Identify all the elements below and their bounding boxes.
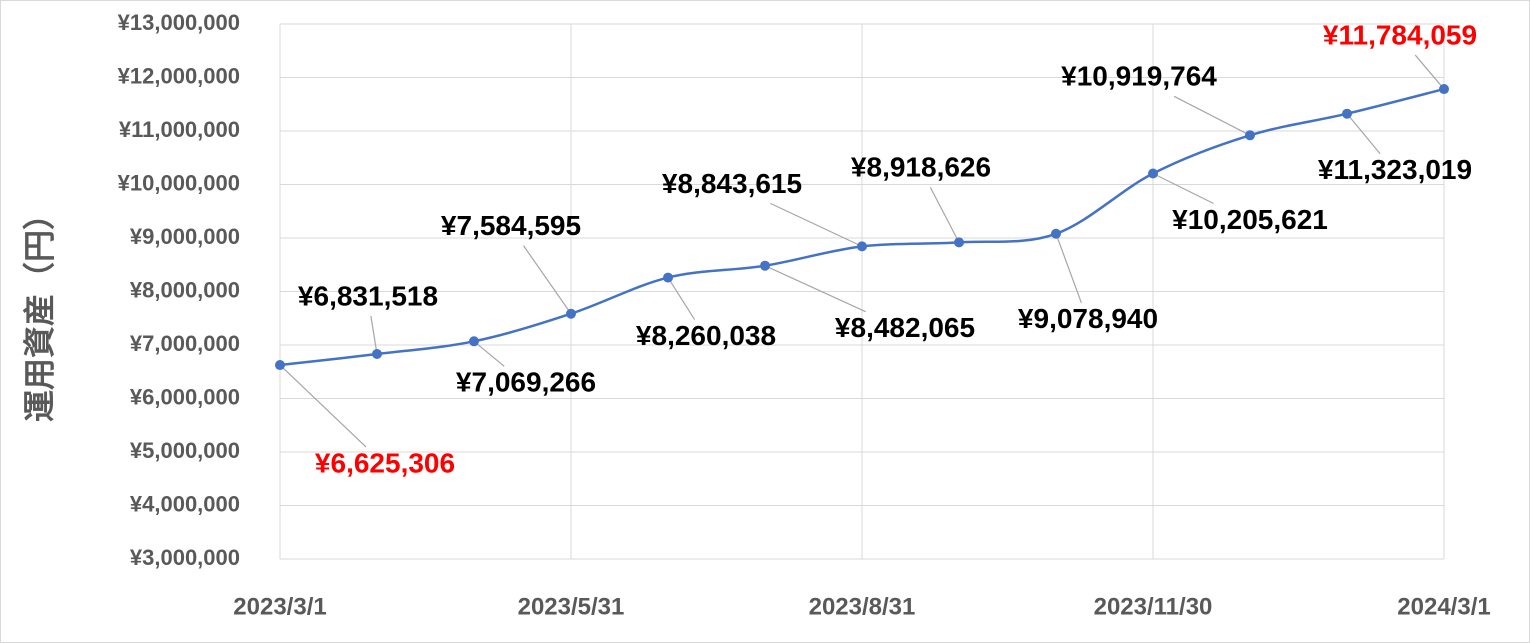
leader-line	[1173, 95, 1251, 136]
x-tick-label: 2023/3/1	[233, 593, 326, 620]
y-tick-label: ¥11,000,000	[119, 117, 240, 142]
data-label: ¥11,323,019	[1318, 154, 1472, 185]
data-label: ¥6,831,518	[298, 280, 438, 311]
x-tick-label: 2023/8/31	[809, 593, 916, 620]
leader-line	[1152, 172, 1214, 205]
data-point	[469, 336, 479, 347]
data-label: ¥8,482,065	[835, 312, 975, 343]
leader-line	[370, 315, 378, 355]
data-point	[1245, 130, 1255, 141]
leader-line	[1346, 113, 1381, 155]
leader-line	[764, 265, 866, 313]
y-axis-title: 運用資産（円）	[21, 198, 57, 422]
data-label: ¥10,919,764	[1061, 61, 1217, 92]
data-label: ¥9,078,940	[1018, 303, 1158, 334]
y-tick-label: ¥7,000,000	[130, 331, 240, 356]
data-point	[1439, 84, 1449, 95]
data-point	[663, 272, 673, 283]
data-point	[566, 308, 576, 319]
data-label: ¥11,784,059	[1323, 19, 1477, 50]
data-label: ¥10,205,621	[1172, 204, 1328, 235]
y-tick-label: ¥3,000,000	[130, 545, 240, 570]
x-tick-label: 2024/3/1	[1397, 593, 1490, 620]
data-point	[1051, 228, 1061, 239]
data-point	[275, 360, 285, 371]
leader-line	[1055, 233, 1082, 303]
leader-line	[523, 245, 572, 315]
y-tick-label: ¥12,000,000	[118, 63, 240, 88]
x-tick-label: 2023/5/31	[518, 593, 625, 620]
data-point	[1148, 168, 1158, 179]
y-tick-label: ¥8,000,000	[130, 277, 240, 302]
leader-line	[770, 202, 863, 247]
leader-line	[667, 277, 696, 320]
leader-line	[279, 364, 367, 448]
y-tick-label: ¥4,000,000	[130, 491, 240, 516]
data-point	[954, 237, 964, 248]
data-label: ¥7,584,595	[441, 210, 581, 241]
y-tick-label: ¥10,000,000	[118, 170, 240, 195]
leader-line	[473, 340, 505, 367]
data-label: ¥7,069,266	[456, 367, 596, 398]
data-label: ¥8,260,038	[636, 320, 776, 351]
leader-line	[1414, 54, 1445, 90]
y-tick-label: ¥9,000,000	[130, 224, 240, 249]
y-tick-label: ¥6,000,000	[130, 384, 240, 409]
y-tick-label: ¥5,000,000	[130, 438, 240, 463]
data-point	[760, 260, 770, 271]
data-point	[1342, 108, 1352, 119]
y-tick-label: ¥13,000,000	[118, 10, 240, 35]
data-label: ¥8,843,615	[662, 168, 802, 199]
data-point	[857, 241, 867, 252]
data-label: ¥6,625,306	[315, 447, 455, 478]
leader-line	[929, 187, 960, 243]
data-point	[372, 349, 382, 360]
x-tick-label: 2023/11/30	[1094, 593, 1213, 620]
data-label: ¥8,918,626	[851, 152, 991, 183]
